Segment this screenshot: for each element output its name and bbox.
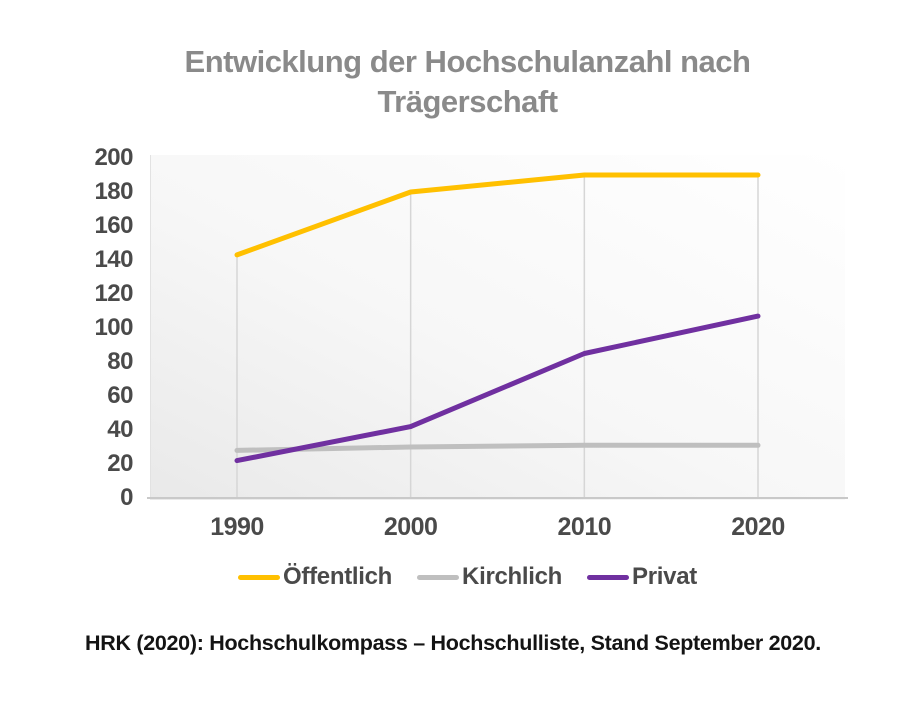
series-line-privat [234, 313, 761, 464]
series-line--ffentlich [234, 172, 761, 258]
y-tick-label-80: 80 [107, 348, 133, 375]
y-tick-label-20: 20 [107, 450, 133, 477]
source-citation: HRK (2020): Hochschulkompass – Hochschul… [85, 631, 821, 655]
y-tick-label-0: 0 [120, 484, 133, 511]
y-tick-label-120: 120 [94, 280, 133, 307]
legend-item-kirchlich: Kirchlich [417, 563, 562, 591]
legend-label: Privat [632, 563, 697, 590]
legend-item--ffentlich: Öffentlich [238, 563, 392, 591]
legend-line-swatch-icon [587, 574, 630, 580]
legend-item-privat: Privat [587, 563, 697, 591]
legend-label: Öffentlich [283, 563, 393, 590]
x-tick-label-2000: 2000 [383, 513, 438, 541]
y-tick-label-60: 60 [107, 382, 133, 409]
y-tick-label-160: 160 [94, 212, 133, 239]
y-tick-label-40: 40 [107, 416, 133, 443]
y-tick-label-180: 180 [94, 178, 133, 205]
chart-title: Entwicklung der Hochschulanzahl nach Trä… [184, 44, 751, 120]
legend-line-swatch-icon [238, 574, 281, 580]
y-tick-label-140: 140 [94, 246, 133, 273]
plot-background [150, 155, 845, 500]
legend-label: Kirchlich [462, 563, 563, 590]
x-tick-label-1990: 1990 [210, 513, 264, 541]
y-tick-label-200: 200 [94, 144, 133, 171]
x-tick-label-2010: 2010 [557, 513, 612, 541]
y-tick-label-100: 100 [94, 314, 133, 341]
series-line-kirchlich [234, 442, 761, 453]
x-tick-label-2020: 2020 [731, 513, 785, 541]
legend-line-swatch-icon [417, 574, 460, 580]
legend: Öffentlich Kirchlich Privat [0, 563, 905, 591]
